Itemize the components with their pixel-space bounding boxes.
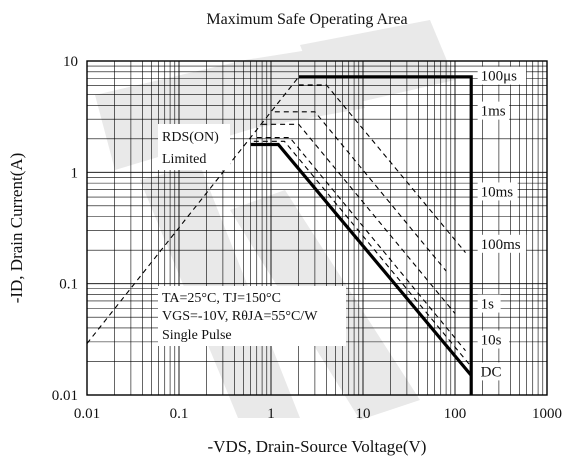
curve-label-bg: [477, 182, 518, 201]
series-line-1ms: [298, 84, 466, 253]
curve-label: DC: [481, 364, 502, 380]
curve-label: 100μs: [481, 69, 518, 85]
series-line-100ms: [262, 123, 456, 314]
series-line-10ms: [274, 111, 447, 272]
series-line-dc: [250, 142, 473, 377]
curve-label-bg: [477, 330, 510, 349]
axis-ticks: 0.01 0.1 1 10 100 1000 0.01 0.1 1 10: [52, 54, 562, 422]
y-axis-label: -ID, Drain Current(A): [7, 153, 26, 304]
rds-label-line2: Limited: [162, 152, 206, 167]
curve-label-bg: [477, 101, 510, 120]
curve-label-bg: [477, 294, 501, 313]
x-tick-label: 1000: [532, 406, 562, 422]
x-axis-label: -VDS, Drain-Source Voltage(V): [208, 437, 427, 456]
y-tick-label: 10: [63, 54, 78, 70]
series-line-100-s: [298, 75, 473, 395]
curve-label: 100ms: [481, 237, 521, 253]
x-tick-label: 10: [356, 406, 371, 422]
curve-label: 10ms: [481, 184, 514, 200]
y-tick-label: 0.01: [52, 388, 78, 404]
chart-title: Maximum Safe Operating Area: [206, 11, 407, 28]
plot-frame: [86, 60, 548, 396]
x-tick-label: 1: [267, 406, 275, 422]
curve-label-bg: [477, 66, 527, 85]
curve-labels-group: 100μs 1ms 10ms 100ms 1s 10s DC: [477, 66, 527, 381]
x-tick-label: 0.01: [74, 406, 100, 422]
curve-label: 10s: [481, 333, 502, 349]
x-tick-label: 100: [444, 406, 467, 422]
curve-label: 1ms: [481, 104, 506, 120]
curve-label: 1s: [481, 297, 495, 313]
x-tick-label: 0.1: [170, 406, 189, 422]
test-conditions-annotation: TA=25°C, TJ=150°C VGS=-10V, RθJA=55°C/W …: [158, 286, 346, 346]
series-line-1s: [256, 137, 466, 352]
chart-series-group: [86, 75, 473, 395]
conditions-line3: Single Pulse: [162, 328, 232, 343]
curve-label-bg: [477, 362, 501, 381]
series-line-10s: [253, 140, 472, 367]
series-line-rds-on-limited: [86, 76, 300, 344]
curve-label-bg: [477, 234, 527, 253]
y-tick-label: 1: [71, 165, 79, 181]
y-tick-label: 0.1: [59, 277, 78, 293]
rds-label-line1: RDS(ON): [162, 130, 219, 145]
rds-on-annotation: RDS(ON) Limited: [158, 124, 230, 170]
watermark-logo: [95, 20, 455, 420]
conditions-line1: TA=25°C, TJ=150°C: [162, 291, 281, 306]
conditions-line2: VGS=-10V, RθJA=55°C/W: [162, 309, 318, 324]
